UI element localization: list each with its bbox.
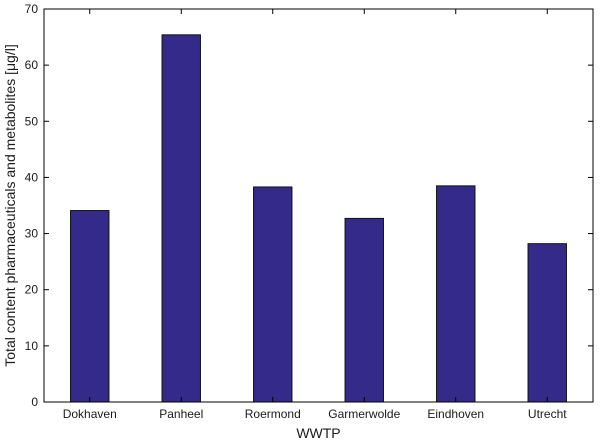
plot-area — [44, 9, 593, 402]
y-tick-label: 10 — [25, 339, 39, 353]
x-axis-label: WWTP — [296, 425, 340, 441]
bar-roermond — [253, 186, 293, 403]
bar-garmerwolde — [344, 217, 384, 403]
bars-layer — [70, 34, 567, 403]
x-tick-label: Eindhoven — [427, 407, 484, 421]
bar-eindhoven — [436, 185, 476, 403]
plot-frame — [43, 8, 594, 403]
y-tick-label: 40 — [25, 170, 39, 184]
ticks-layer: Dokhaven Panheel Roermond Garmerwolde Eindho… — [25, 2, 593, 421]
y-tick-label: 70 — [25, 2, 39, 16]
y-tick-label: 0 — [31, 395, 38, 409]
x-tick-label: Utrecht — [528, 407, 567, 421]
y-tick-label: 30 — [25, 227, 39, 241]
y-tick-label: 60 — [25, 58, 39, 72]
bar-panheel — [161, 34, 201, 403]
y-tick-label: 20 — [25, 283, 39, 297]
y-tick-label: 50 — [25, 114, 39, 128]
y-axis-label: Total content pharmaceuticals and metabo… — [2, 44, 18, 366]
x-tick-label: Panheel — [159, 407, 203, 421]
bar-dokhaven — [70, 210, 110, 403]
x-tick-label: Dokhaven — [63, 407, 117, 421]
x-tick-label: Garmerwolde — [328, 407, 400, 421]
bar-utrecht — [527, 243, 567, 403]
x-tick-label: Roermond — [245, 407, 301, 421]
